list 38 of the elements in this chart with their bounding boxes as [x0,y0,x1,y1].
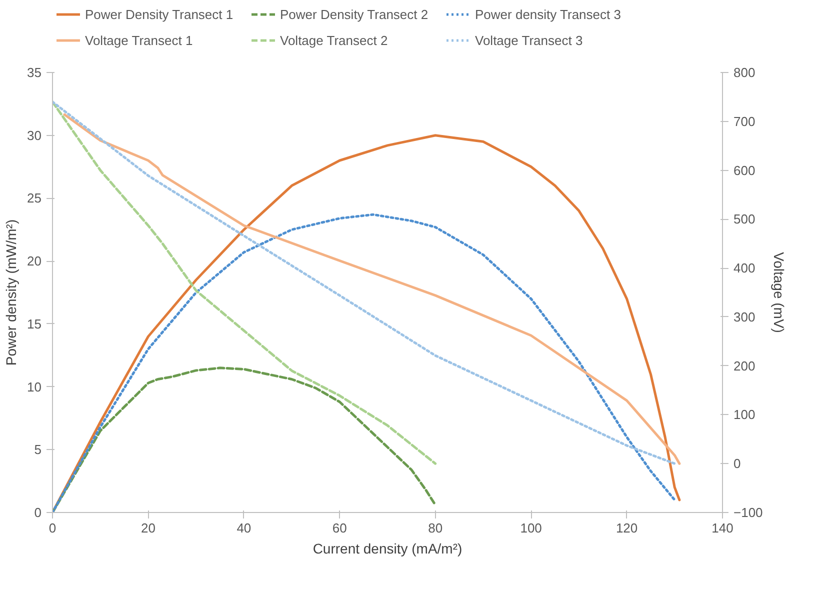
y-tick-label: 15 [27,316,42,332]
y-tick-label: 35 [27,65,42,80]
y2-tick-label: −100 [734,505,763,520]
y-tick-label: 0 [34,505,42,520]
y2-tick-label: 300 [734,309,756,324]
y2-tick-label: 600 [734,162,756,178]
x-tick-label: 0 [48,520,56,536]
y-tick-label: 5 [34,442,42,458]
legend-label: Voltage Transect 3 [475,32,584,48]
y-axis-title: Power density (mW/m²) [3,219,20,366]
y2-tick-label: 500 [734,212,756,227]
x-tick-label: 80 [428,520,443,536]
x-tick-label: 100 [520,520,542,536]
x-tick-label: 140 [712,520,734,536]
legend-label: Voltage Transect 2 [280,32,389,48]
y2-tick-label: 400 [734,260,756,276]
y2-tick-label: 800 [734,65,756,80]
x-tick-label: 120 [616,520,638,536]
line-series [52,366,437,512]
x-tick-label: 60 [332,520,347,536]
y2-tick-label: 700 [734,114,756,129]
y-tick-label: 25 [27,190,42,206]
x-axis-title: Current density (mA/m²) [312,540,462,556]
line-series [52,100,437,465]
y-tick-label: 20 [27,254,42,269]
y-tick-label: 30 [27,128,42,143]
legend-label: Power Density Transect 2 [280,6,430,22]
y2-tick-label: 0 [734,456,741,472]
y2-tick-label: 100 [734,407,756,422]
legend-label: Voltage Transect 1 [85,32,194,48]
y-tick-label: 10 [27,379,42,394]
y2-tick-label: 200 [734,358,756,374]
legend-label: Power density Transect 3 [475,6,622,22]
line-series [52,213,676,512]
x-tick-label: 20 [140,520,156,536]
legend-label: Power Density Transect 1 [85,6,234,22]
x-tick-label: 40 [236,520,252,536]
y2-axis-title: Voltage (mV) [770,252,787,333]
